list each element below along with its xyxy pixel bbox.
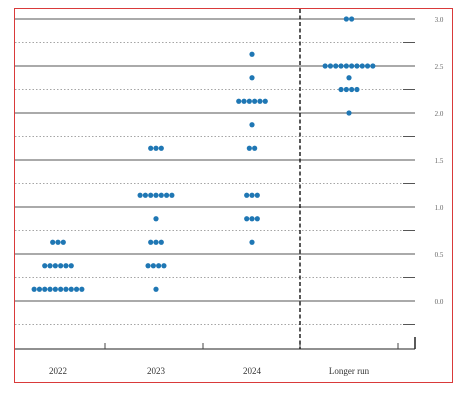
x-category-label: 2024 xyxy=(243,366,262,376)
data-point xyxy=(370,63,376,69)
data-point xyxy=(169,192,175,198)
data-point xyxy=(50,239,56,245)
x-category-label: Longer run xyxy=(329,366,370,376)
data-point xyxy=(36,286,43,292)
data-point xyxy=(249,216,255,222)
y-tick-label: 1.0 xyxy=(435,204,444,212)
data-point xyxy=(343,63,349,69)
data-point xyxy=(148,239,154,245)
data-point xyxy=(322,63,328,69)
y-tick-label: 0.0 xyxy=(435,298,444,306)
data-point xyxy=(42,263,48,269)
data-point xyxy=(343,86,349,93)
data-point xyxy=(137,192,143,198)
data-point xyxy=(52,286,58,292)
data-point xyxy=(142,192,148,198)
data-point xyxy=(153,145,159,151)
data-point xyxy=(346,110,352,116)
data-point xyxy=(47,263,53,269)
data-point xyxy=(42,286,48,292)
data-point xyxy=(252,145,258,151)
data-point xyxy=(55,239,61,245)
data-point xyxy=(158,145,164,151)
data-point xyxy=(156,263,162,269)
data-point xyxy=(254,216,260,222)
data-point xyxy=(249,192,255,198)
data-point xyxy=(327,63,334,69)
data-point xyxy=(63,263,69,269)
data-point xyxy=(246,98,252,104)
data-point xyxy=(241,98,247,104)
data-point xyxy=(63,286,69,292)
data-point xyxy=(47,286,53,292)
data-point xyxy=(349,63,355,69)
data-point xyxy=(153,286,159,292)
data-point xyxy=(164,192,170,198)
data-point xyxy=(252,98,258,104)
data-point xyxy=(249,51,255,57)
data-point xyxy=(244,192,250,198)
data-point xyxy=(52,263,58,269)
data-point xyxy=(68,263,74,269)
data-point xyxy=(354,86,360,93)
y-tick-label: 2.5 xyxy=(435,63,444,71)
data-point xyxy=(349,86,355,93)
dot-plot: 0.0 0.5 1.0 1.5 2.0 2.5 3.0 2022 2023 2024 Longer … xyxy=(15,9,444,376)
data-point xyxy=(349,16,355,22)
y-tick-label: 0.5 xyxy=(435,251,444,259)
data-point xyxy=(262,98,268,104)
data-point xyxy=(343,16,349,22)
data-point xyxy=(246,145,252,151)
data-point xyxy=(249,75,255,81)
data-point xyxy=(364,63,371,69)
y-tick-label: 3.0 xyxy=(435,16,444,24)
data-point xyxy=(58,286,64,292)
data-point xyxy=(257,98,263,104)
data-point xyxy=(236,98,242,104)
data-point xyxy=(150,263,156,269)
data-point xyxy=(354,63,360,69)
data-point xyxy=(338,63,344,69)
data-point xyxy=(254,192,260,198)
data-point xyxy=(158,239,164,245)
data-point xyxy=(31,286,37,292)
data-point xyxy=(153,216,159,222)
data-point xyxy=(79,286,85,292)
data-point xyxy=(249,122,255,128)
data-point xyxy=(58,263,64,269)
data-point xyxy=(148,192,154,198)
data-point xyxy=(153,239,159,245)
data-point xyxy=(145,263,151,269)
data-point xyxy=(249,239,255,245)
x-category-label: 2022 xyxy=(49,366,67,376)
data-point xyxy=(60,239,66,245)
data-point xyxy=(148,145,154,151)
data-point xyxy=(73,286,80,292)
chart-frame: 0.0 0.5 1.0 1.5 2.0 2.5 3.0 2022 2023 2024 Longer … xyxy=(14,8,453,383)
data-point xyxy=(244,216,250,222)
data-point xyxy=(158,192,164,198)
data-point xyxy=(333,63,339,69)
x-category-label: 2023 xyxy=(147,366,166,376)
data-point xyxy=(161,263,167,269)
data-point xyxy=(346,75,352,81)
data-point xyxy=(68,286,74,292)
data-point xyxy=(153,192,159,198)
y-tick-label: 2.0 xyxy=(435,110,444,118)
data-point xyxy=(338,86,344,93)
y-tick-label: 1.5 xyxy=(435,157,444,165)
data-point xyxy=(359,63,365,69)
